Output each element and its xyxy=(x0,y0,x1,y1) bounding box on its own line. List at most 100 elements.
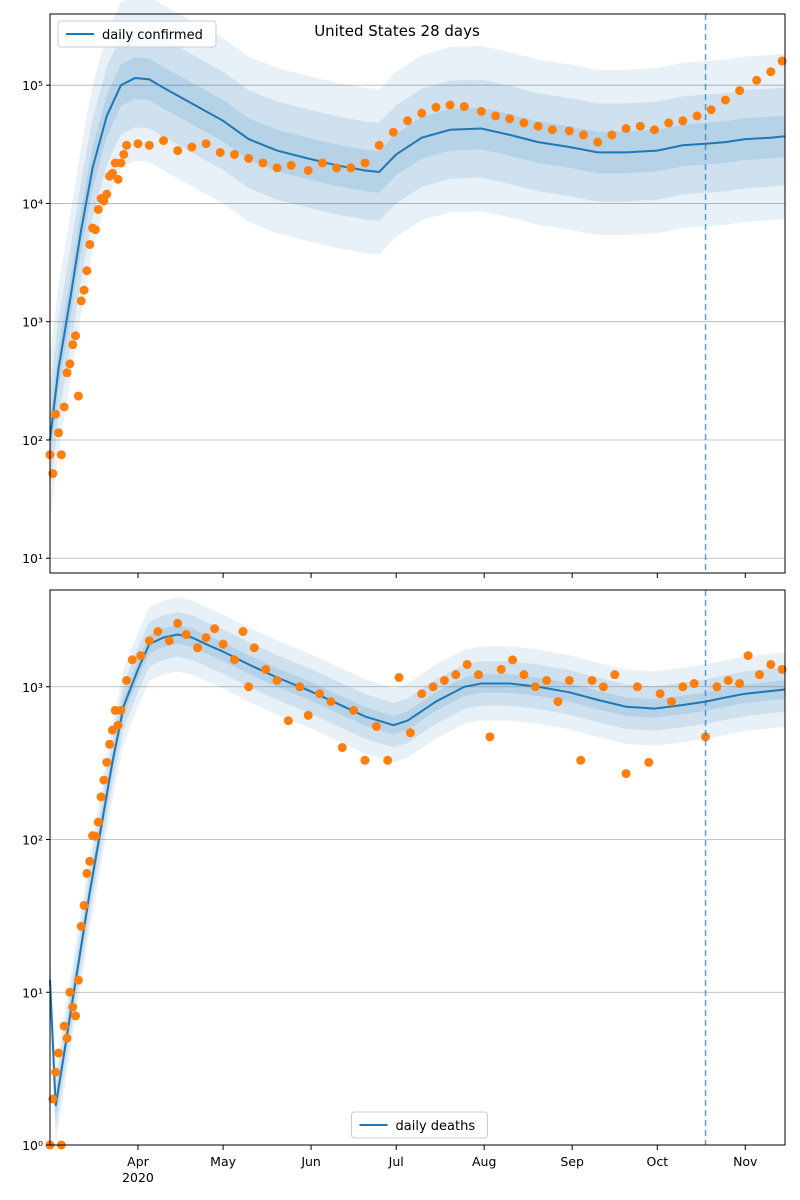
legend-label: daily deaths xyxy=(396,1119,476,1134)
data-point xyxy=(93,817,103,827)
data-point xyxy=(451,670,461,680)
data-point xyxy=(286,160,296,170)
x-tick-label: Nov xyxy=(733,1154,758,1169)
confidence-band xyxy=(50,597,785,1144)
data-point xyxy=(173,146,183,156)
data-point xyxy=(82,868,92,878)
data-point xyxy=(59,402,69,412)
data-point xyxy=(73,391,83,401)
data-point xyxy=(258,158,268,168)
data-point xyxy=(383,755,393,765)
legend-box xyxy=(351,1111,488,1139)
axes-frame xyxy=(49,589,786,1146)
data-point xyxy=(244,153,254,163)
data-point xyxy=(65,987,75,997)
data-point xyxy=(326,697,336,707)
data-point xyxy=(621,124,631,134)
data-point xyxy=(56,450,66,460)
data-point xyxy=(720,95,730,105)
data-point xyxy=(113,174,123,184)
data-point xyxy=(476,106,486,116)
data-point xyxy=(777,56,787,66)
data-point xyxy=(371,721,381,731)
data-point xyxy=(655,689,665,699)
data-point xyxy=(133,139,143,149)
data-point xyxy=(102,757,112,767)
data-point xyxy=(735,679,745,689)
data-point xyxy=(54,1048,64,1058)
data-point xyxy=(485,732,495,742)
data-point xyxy=(210,624,220,634)
data-point xyxy=(491,111,501,121)
data-point xyxy=(48,1094,58,1104)
data-point xyxy=(113,720,123,730)
data-point xyxy=(666,697,676,707)
y-tick-label: 10⁴ xyxy=(22,196,43,211)
data-point xyxy=(632,682,642,692)
data-point xyxy=(533,121,543,131)
data-point xyxy=(735,86,745,96)
data-point xyxy=(678,116,688,126)
y-tick-label: 10¹ xyxy=(22,551,43,566)
data-point xyxy=(542,675,552,685)
data-point xyxy=(610,670,620,680)
data-point xyxy=(394,672,404,682)
data-point xyxy=(136,651,146,661)
data-point xyxy=(62,368,72,378)
data-point xyxy=(51,409,61,419)
data-point xyxy=(766,659,776,669)
x-tick-label: Oct xyxy=(646,1154,668,1169)
data-point xyxy=(187,142,197,152)
data-point xyxy=(90,831,100,841)
data-point xyxy=(68,1002,78,1012)
data-point xyxy=(201,139,211,149)
data-point xyxy=(193,643,203,653)
data-point xyxy=(706,105,716,115)
data-point xyxy=(96,792,106,802)
data-point xyxy=(144,636,154,646)
data-point xyxy=(505,114,515,124)
data-point xyxy=(229,655,239,665)
data-point xyxy=(71,331,81,341)
data-point xyxy=(723,675,733,685)
data-point xyxy=(530,682,540,692)
y-tick-label: 10³ xyxy=(22,680,43,695)
data-point xyxy=(73,975,83,985)
data-point xyxy=(218,639,228,649)
data-point xyxy=(303,710,313,720)
y-tick-label: 10² xyxy=(22,833,43,848)
y-tick-label: 10⁰ xyxy=(22,1138,43,1153)
x-tick-label: May xyxy=(210,1154,236,1169)
data-point xyxy=(76,921,86,931)
legend: daily confirmed xyxy=(57,20,217,48)
data-point xyxy=(122,140,132,150)
data-point xyxy=(519,118,529,128)
axes-frame xyxy=(49,13,786,574)
data-point xyxy=(127,655,137,665)
x-tick-label: Jun xyxy=(300,1154,321,1169)
legend-label: daily confirmed xyxy=(102,28,203,43)
data-point xyxy=(701,732,711,742)
data-point xyxy=(431,102,441,112)
figure-title: United States 28 days xyxy=(314,22,480,40)
data-point xyxy=(374,140,384,150)
top-panel-confirmed: 10¹ 10² 10³ 10⁴ 10⁵ daily confirmed xyxy=(22,0,787,578)
data-point xyxy=(360,158,370,168)
data-point xyxy=(621,769,631,779)
data-point xyxy=(249,643,259,653)
y-tick-label: 10³ xyxy=(22,315,43,330)
data-point xyxy=(59,1021,69,1031)
data-point xyxy=(403,116,413,126)
data-point xyxy=(62,1033,72,1043)
data-point xyxy=(201,633,211,643)
data-point xyxy=(644,757,654,767)
data-point xyxy=(428,682,438,692)
data-point xyxy=(564,675,574,685)
data-point xyxy=(215,147,225,157)
legend-box xyxy=(57,20,217,48)
data-point xyxy=(388,127,398,137)
data-point xyxy=(664,118,674,128)
